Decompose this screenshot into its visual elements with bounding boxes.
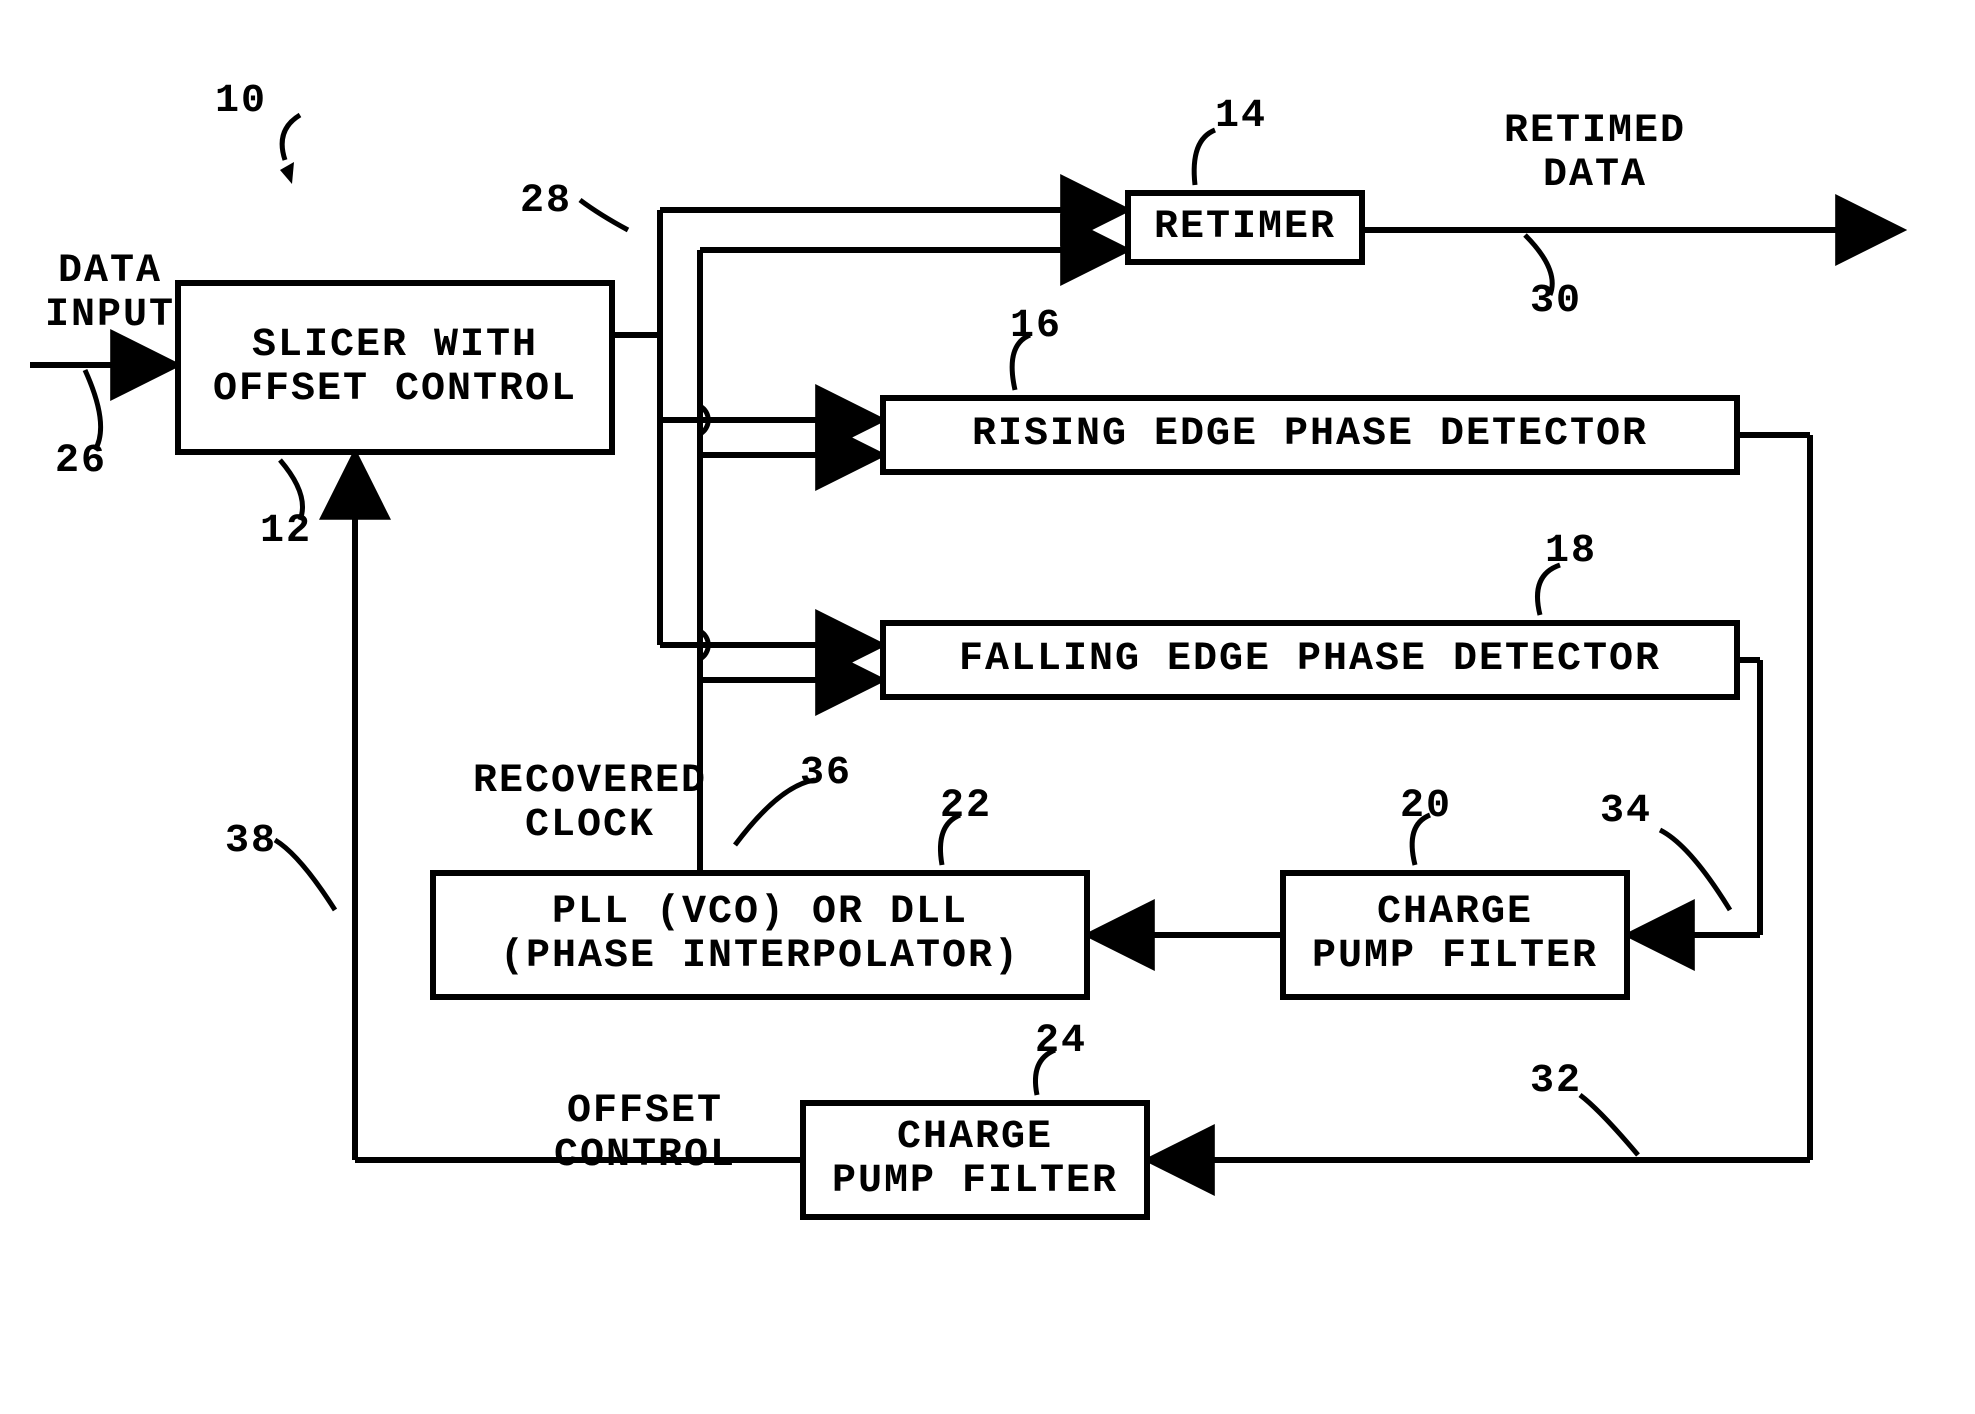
slicer-label: SLICER WITHOFFSET CONTROL	[213, 324, 577, 412]
falling-edge-pd-block: FALLING EDGE PHASE DETECTOR	[880, 620, 1740, 700]
retimer-block: RETIMER	[1125, 190, 1365, 265]
ref-16: 16	[1010, 305, 1062, 349]
recovered-clock-text: RECOVEREDCLOCK	[473, 759, 707, 848]
ref-32: 32	[1530, 1060, 1582, 1104]
ref-34: 34	[1600, 790, 1652, 834]
ref-36: 36	[800, 752, 852, 796]
fepd-label: FALLING EDGE PHASE DETECTOR	[959, 638, 1661, 682]
pll-label: PLL (VCO) OR DLL(PHASE INTERPOLATOR)	[500, 891, 1020, 979]
ref-10: 10	[215, 80, 267, 124]
data-input-label: DATAINPUT	[25, 250, 195, 338]
slicer-block: SLICER WITHOFFSET CONTROL	[175, 280, 615, 455]
cpf2-label: CHARGEPUMP FILTER	[832, 1116, 1118, 1204]
retimer-label: RETIMER	[1154, 206, 1336, 250]
ref-12: 12	[260, 510, 312, 554]
data-input-text: DATAINPUT	[45, 249, 175, 338]
pll-block: PLL (VCO) OR DLL(PHASE INTERPOLATOR)	[430, 870, 1090, 1000]
diagram-canvas: SLICER WITHOFFSET CONTROL RETIMER RISING…	[0, 0, 1975, 1414]
rising-edge-pd-block: RISING EDGE PHASE DETECTOR	[880, 395, 1740, 475]
recovered-clock-label: RECOVEREDCLOCK	[430, 760, 750, 848]
ref-18: 18	[1545, 530, 1597, 574]
ref-28: 28	[520, 180, 572, 224]
charge-pump-filter-1-block: CHARGEPUMP FILTER	[1280, 870, 1630, 1000]
repd-label: RISING EDGE PHASE DETECTOR	[972, 413, 1648, 457]
retimed-data-text: RETIMEDDATA	[1504, 109, 1686, 198]
charge-pump-filter-2-block: CHARGEPUMP FILTER	[800, 1100, 1150, 1220]
retimed-data-label: RETIMEDDATA	[1440, 110, 1750, 198]
ref-20: 20	[1400, 785, 1452, 829]
offset-control-label: OFFSETCONTROL	[510, 1090, 780, 1178]
ref-24: 24	[1035, 1020, 1087, 1064]
ref-26: 26	[55, 440, 107, 484]
ref-22: 22	[940, 785, 992, 829]
ref-38: 38	[225, 820, 277, 864]
ref-14: 14	[1215, 95, 1267, 139]
offset-control-text: OFFSETCONTROL	[554, 1089, 736, 1178]
cpf1-label: CHARGEPUMP FILTER	[1312, 891, 1598, 979]
ref-30: 30	[1530, 280, 1582, 324]
